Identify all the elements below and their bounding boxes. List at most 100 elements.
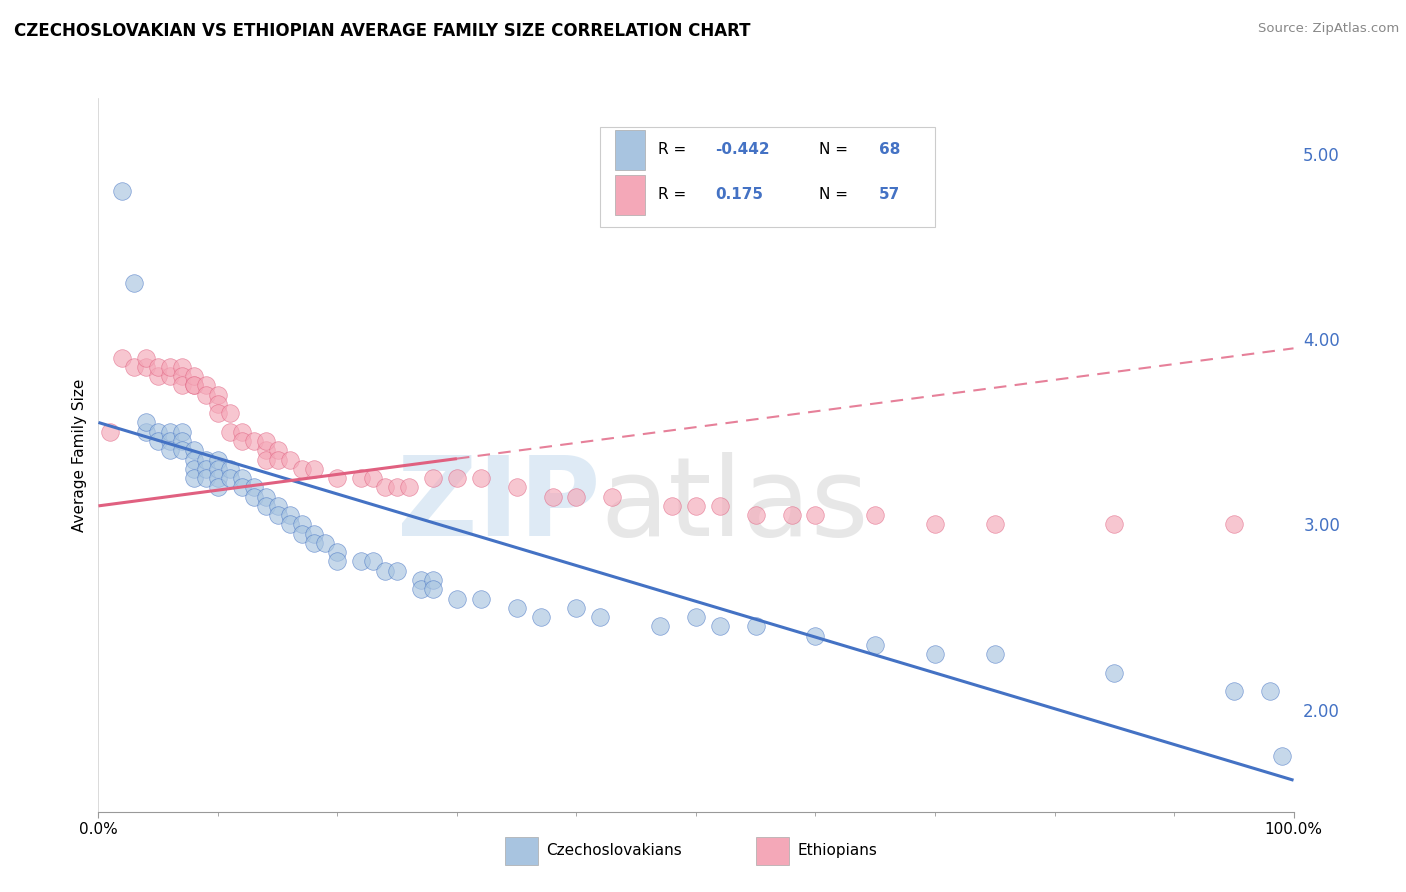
Point (219, 406, 242, 420)
Point (685, 499, 707, 513)
Point (1271, 749, 1294, 764)
Point (290, 526, 312, 541)
Point (1222, 517, 1246, 532)
Point (194, 378, 218, 392)
Text: R =: R = (658, 143, 690, 158)
Text: N =: N = (820, 143, 853, 158)
Point (326, 471, 349, 485)
Point (315, 536, 337, 550)
Point (254, 499, 277, 513)
Point (1222, 684, 1246, 698)
Point (589, 610, 612, 624)
Point (194, 471, 218, 485)
Point (278, 508, 301, 523)
Point (648, 619, 672, 633)
Point (565, 600, 588, 615)
Point (278, 517, 301, 532)
Point (243, 434, 266, 448)
Point (506, 480, 529, 494)
Text: Source: ZipAtlas.com: Source: ZipAtlas.com (1258, 22, 1399, 36)
Point (709, 619, 731, 633)
Point (148, 425, 170, 439)
Point (124, 277, 146, 291)
Point (709, 499, 731, 513)
Point (363, 554, 385, 568)
Point (231, 480, 253, 494)
Point (446, 591, 468, 606)
Point (984, 517, 1007, 532)
Point (254, 452, 277, 467)
Point (446, 471, 468, 485)
Point (924, 647, 946, 661)
Text: atlas: atlas (600, 452, 869, 559)
Point (1102, 665, 1125, 680)
Text: 57: 57 (879, 187, 900, 202)
FancyBboxPatch shape (505, 837, 538, 865)
Point (183, 462, 205, 476)
Point (863, 508, 887, 523)
Point (411, 582, 433, 597)
Point (231, 434, 253, 448)
Point (172, 425, 194, 439)
Text: N =: N = (820, 187, 853, 202)
Point (529, 610, 551, 624)
Point (98, 425, 122, 439)
Point (422, 573, 444, 587)
Point (124, 359, 146, 374)
Text: CZECHOSLOVAKIAN VS ETHIOPIAN AVERAGE FAMILY SIZE CORRELATION CHART: CZECHOSLOVAKIAN VS ETHIOPIAN AVERAGE FAM… (14, 22, 751, 40)
Point (326, 545, 349, 559)
Point (363, 471, 385, 485)
Point (183, 378, 205, 392)
Point (565, 490, 588, 504)
Point (111, 184, 134, 198)
Point (326, 554, 349, 568)
Point (159, 443, 181, 458)
Point (267, 443, 290, 458)
Point (172, 443, 194, 458)
Point (267, 499, 290, 513)
Point (219, 471, 242, 485)
Point (506, 600, 529, 615)
Point (135, 351, 157, 365)
Point (207, 406, 229, 420)
Point (278, 452, 301, 467)
Point (685, 610, 707, 624)
Point (219, 425, 242, 439)
Point (111, 351, 134, 365)
Point (159, 425, 181, 439)
Point (183, 378, 205, 392)
Point (254, 490, 277, 504)
Point (1258, 684, 1281, 698)
Y-axis label: Average Family Size: Average Family Size (72, 378, 87, 532)
Point (780, 508, 803, 523)
Point (207, 452, 229, 467)
Point (924, 517, 946, 532)
Text: R =: R = (658, 187, 690, 202)
Point (159, 359, 181, 374)
Text: 68: 68 (879, 143, 900, 158)
Point (148, 369, 170, 384)
Point (422, 471, 444, 485)
Point (290, 517, 312, 532)
Point (194, 452, 218, 467)
Text: -0.442: -0.442 (716, 143, 769, 158)
Point (207, 480, 229, 494)
Point (135, 359, 157, 374)
Point (602, 490, 624, 504)
Point (159, 369, 181, 384)
Point (183, 471, 205, 485)
Point (148, 359, 170, 374)
Point (385, 480, 409, 494)
Point (745, 508, 768, 523)
Point (243, 490, 266, 504)
Point (254, 443, 277, 458)
Point (374, 564, 396, 578)
Point (470, 471, 492, 485)
Point (745, 619, 768, 633)
Point (183, 443, 205, 458)
FancyBboxPatch shape (614, 176, 644, 215)
Point (422, 582, 444, 597)
Point (350, 554, 373, 568)
Text: Czechoslovakians: Czechoslovakians (547, 844, 682, 858)
Point (302, 536, 325, 550)
